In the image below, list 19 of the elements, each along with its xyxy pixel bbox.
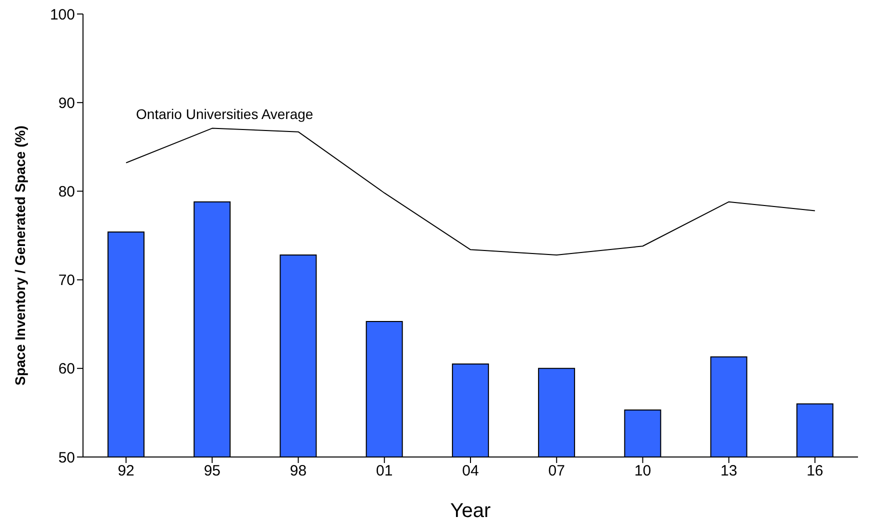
x-tick-label: 95 [204, 462, 221, 480]
y-tick-label: 70 [58, 272, 75, 290]
x-axis-title: Year [450, 500, 492, 522]
series-label: Ontario Universities Average [136, 106, 314, 122]
y-tick-label: 50 [58, 449, 75, 466]
x-tick-label: 01 [376, 462, 393, 480]
line-series [126, 128, 816, 256]
x-tick-label: 10 [634, 462, 652, 480]
x-tick-label: 13 [720, 462, 738, 480]
y-tick-label: 90 [58, 94, 75, 112]
y-tick-label: 80 [58, 184, 75, 201]
x-tick-label: 98 [290, 462, 307, 480]
y-tick-label: 60 [58, 360, 75, 378]
x-tick-label: 16 [806, 462, 824, 480]
x-tick-label: 92 [118, 462, 134, 480]
x-tick-label: 04 [462, 462, 479, 480]
y-axis-title: Space Inventory / Generated Space (%) [12, 126, 28, 386]
y-tick-label: 100 [50, 6, 75, 24]
x-tick-label: 07 [548, 462, 565, 480]
